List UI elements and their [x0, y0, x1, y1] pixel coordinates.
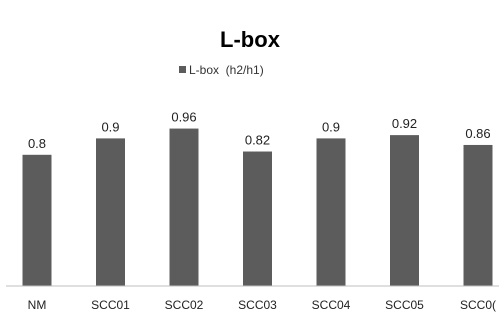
bar-scc05: [390, 135, 419, 286]
bar-scc02: [169, 128, 199, 286]
data-label-scc04: 0.9: [322, 119, 340, 134]
data-label-scc06: 0.86: [465, 126, 490, 141]
x-tick-label-scc04: SCC04: [312, 298, 351, 312]
chart-title: L-box: [220, 27, 281, 52]
x-tick-label-scc03: SCC03: [238, 298, 277, 312]
bar-scc06: [463, 144, 493, 286]
data-label-scc05: 0.92: [392, 116, 417, 131]
legend: L-box (h2/h1): [179, 63, 264, 77]
data-label-scc02: 0.96: [171, 110, 196, 125]
bar-scc03: [243, 151, 272, 286]
x-tick-label-scc06: SCC0(: [460, 298, 496, 312]
data-label-scc01: 0.9: [101, 119, 119, 134]
bar-scc01: [96, 138, 125, 286]
bar-scc04: [316, 138, 346, 286]
bar-nm: [22, 154, 52, 286]
data-label-scc03: 0.82: [245, 133, 270, 148]
x-tick-label-scc01: SCC01: [91, 298, 130, 312]
x-tick-label-nm: NM: [28, 298, 47, 312]
bars: [22, 128, 493, 286]
legend-label: L-box (h2/h1): [189, 63, 264, 77]
data-labels: 0.8 0.9 0.96 0.82 0.9 0.92 0.86: [28, 110, 491, 151]
x-tick-label-scc02: SCC02: [165, 298, 204, 312]
legend-swatch: [179, 66, 186, 73]
data-label-nm: 0.8: [28, 136, 46, 151]
x-tick-labels: NM SCC01 SCC02 SCC03 SCC04 SCC05 SCC0(: [28, 298, 496, 312]
x-tick-label-scc05: SCC05: [385, 298, 424, 312]
